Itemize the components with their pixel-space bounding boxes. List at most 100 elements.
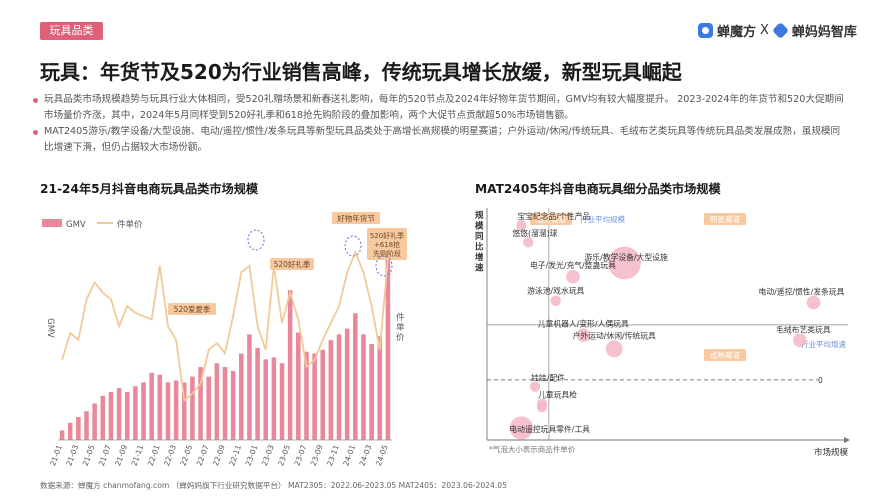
x-tick-label: 21-07 — [97, 443, 113, 467]
gmv-bar — [247, 334, 252, 440]
x-axis-label: 市场规模 — [814, 447, 849, 458]
gmv-bar — [157, 374, 163, 440]
bubble-note: *气泡大小表示商品件单价 — [489, 444, 576, 454]
bubble — [605, 340, 623, 358]
x-tick-label: 24-05 — [374, 443, 390, 467]
x-tick-label: 22-11 — [227, 443, 243, 467]
bubble-label: 娃娃/配件 — [531, 373, 565, 383]
bubble — [793, 333, 807, 348]
gmv-bar — [239, 353, 244, 440]
bubble-label: 游泳池/戏水玩具 — [527, 286, 584, 296]
y-axis-label-left: GMV — [45, 318, 55, 338]
x-tick-label: 22-07 — [195, 443, 211, 467]
bubble-label: 户外运动/休闲/传统玩具 — [573, 331, 656, 341]
gmv-bar — [173, 380, 179, 440]
gmv-bar — [385, 248, 391, 440]
quadrant-potential: 潜力赛道 — [536, 214, 566, 224]
x-tick-label: 23-09 — [309, 443, 325, 467]
x-tick-label: 23-01 — [244, 443, 260, 467]
gmv-bar — [361, 334, 366, 440]
highlight-circle — [344, 235, 362, 257]
ref-avg-growth-label: 行业平均增速 — [801, 339, 846, 349]
gmv-bar — [279, 363, 285, 440]
gmv-bar — [214, 363, 220, 440]
bullet-dot — [33, 130, 38, 135]
y-axis-label-right: 价 — [396, 333, 405, 343]
x-tick-label: 22-09 — [211, 443, 227, 467]
gmv-bar — [133, 386, 138, 440]
bubble-label: 儿童机器人/变形/人偶玩具 — [538, 318, 629, 328]
annotation-618-line1: 520好礼季 — [370, 231, 404, 240]
x-tick-label: 23-11 — [325, 443, 341, 467]
x-tick-label: 21-03 — [64, 443, 80, 467]
x-axis-arrow — [844, 437, 850, 443]
gmv-bar — [230, 370, 236, 440]
gmv-bar — [353, 313, 358, 440]
x-tick-label: 22-01 — [146, 443, 162, 467]
brand-separator: X — [760, 23, 769, 38]
quadrant-mature-bg — [704, 349, 746, 361]
bubble — [576, 328, 591, 342]
annotation-520-2023: 520好礼季 — [274, 259, 311, 269]
gmv-bar — [328, 340, 334, 440]
bubble — [529, 381, 541, 392]
gmv-bar — [336, 334, 342, 440]
x-tick-label: 24-03 — [358, 443, 374, 467]
gmv-bar — [312, 353, 317, 440]
y-axis-label: 增 — [475, 252, 484, 263]
gmv-bar — [92, 403, 97, 440]
left-chart-title: 21-24年5月抖音电商玩具品类市场规模 — [40, 182, 259, 196]
bubble — [550, 295, 561, 306]
quadrant-mature: 成熟赛道 — [710, 350, 740, 360]
x-tick-label: 21-11 — [130, 443, 146, 467]
ref-avg-scale-label: 行业平均规模 — [580, 214, 625, 224]
category-tag: 玩具品类 — [40, 22, 103, 40]
annotation-618-line2: +618抢 — [374, 240, 400, 249]
gmv-bar — [296, 332, 301, 440]
right-chart-title: MAT2405年抖音电商玩具细分品类市场规模 — [475, 182, 721, 196]
bubble-label: 毛绒布艺类玩具 — [776, 325, 831, 335]
gmv-bar — [271, 357, 277, 440]
gmv-bar — [181, 382, 187, 440]
x-tick-label: 22-05 — [178, 443, 194, 467]
gmv-bar — [149, 372, 154, 440]
ref-zero-label: 0 — [818, 376, 823, 385]
bubble-label: 儿童玩具枪 — [538, 390, 577, 400]
bubble — [523, 237, 534, 248]
quadrant-potential-bg — [530, 213, 572, 225]
x-tick-label: 22-03 — [162, 443, 178, 467]
gmv-bar — [320, 349, 326, 440]
y-axis-label: 速 — [475, 263, 484, 274]
gmv-bar — [344, 328, 350, 440]
gmv-bar — [84, 411, 89, 440]
bubble-label: 电动/遥控/惯性/发条玩具 — [759, 287, 845, 297]
gmv-bar — [59, 430, 65, 440]
gmv-bar — [222, 367, 228, 440]
highlight-circle — [375, 255, 393, 277]
bullet-text-2: MAT2405游乐/教学设备/大型设施、电动/遥控/惯性/发条玩具等新型玩具品类… — [44, 126, 841, 153]
gmv-bar — [124, 392, 130, 440]
x-tick-label: 21-09 — [113, 443, 129, 467]
bubble — [516, 219, 527, 231]
bubble-label: 游乐/教学设备/大型设施 — [585, 252, 668, 262]
bubble-label: 电子/发光/充气/整蛊玩具 — [530, 260, 616, 270]
bubble — [608, 246, 641, 280]
y-axis-label: 模 — [475, 221, 484, 232]
bubble-label: 电动遥控玩具零件/工具 — [509, 424, 590, 434]
x-tick-label: 21-05 — [81, 443, 97, 467]
y-axis-label-right: 单 — [396, 322, 405, 333]
bubble — [509, 416, 533, 440]
gmv-bar — [255, 347, 260, 440]
gmv-bar — [100, 395, 106, 440]
annotation-newyear-bg — [332, 212, 380, 224]
annotation-618-line3: 先购阶段 — [373, 249, 401, 258]
bubble — [536, 398, 548, 410]
x-tick-label: 23-03 — [260, 443, 276, 467]
legend-price-label: 件单价 — [117, 219, 143, 230]
gmv-bar — [198, 367, 203, 440]
gmv-bar — [190, 376, 195, 440]
annotation-newyear: 好物年货节 — [337, 213, 375, 223]
y-axis-label-right: 件 — [396, 312, 405, 323]
bullet-text-1: 玩具品类市场规模趋势与玩具行业大体相同，受520礼赠场景和新春送礼影响，每年的5… — [44, 94, 844, 121]
brand-right: 蝉妈妈智库 — [791, 25, 857, 40]
